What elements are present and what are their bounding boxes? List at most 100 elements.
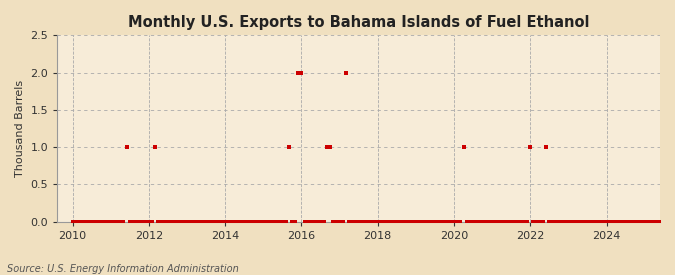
Point bbox=[617, 219, 628, 224]
Point bbox=[477, 219, 488, 224]
Point bbox=[585, 219, 596, 224]
Point bbox=[299, 219, 310, 224]
Point bbox=[280, 219, 291, 224]
Point bbox=[398, 219, 408, 224]
Point bbox=[261, 219, 272, 224]
Point bbox=[308, 219, 319, 224]
Point bbox=[321, 145, 332, 149]
Point bbox=[547, 219, 558, 224]
Point bbox=[375, 219, 386, 224]
Point bbox=[636, 219, 647, 224]
Point bbox=[102, 219, 113, 224]
Point bbox=[442, 219, 453, 224]
Point bbox=[385, 219, 396, 224]
Point bbox=[347, 219, 358, 224]
Point bbox=[604, 219, 615, 224]
Point bbox=[576, 219, 587, 224]
Point bbox=[146, 219, 157, 224]
Point bbox=[163, 219, 173, 224]
Point bbox=[531, 219, 542, 224]
Point bbox=[306, 219, 317, 224]
Point bbox=[566, 219, 577, 224]
Point bbox=[468, 219, 479, 224]
Point bbox=[362, 219, 373, 224]
Point bbox=[626, 219, 637, 224]
Point bbox=[464, 219, 475, 224]
Point bbox=[96, 219, 107, 224]
Point bbox=[446, 219, 456, 224]
Point bbox=[420, 219, 431, 224]
Point bbox=[271, 219, 281, 224]
Point bbox=[248, 219, 259, 224]
Point bbox=[509, 219, 520, 224]
Point bbox=[286, 219, 297, 224]
Point bbox=[388, 219, 399, 224]
Point bbox=[423, 219, 434, 224]
Point bbox=[350, 219, 361, 224]
Point bbox=[312, 219, 323, 224]
Point bbox=[293, 70, 304, 75]
Point bbox=[198, 219, 209, 224]
Point bbox=[220, 219, 231, 224]
Point bbox=[118, 219, 129, 224]
Point bbox=[267, 219, 278, 224]
Point bbox=[252, 219, 263, 224]
Point bbox=[633, 219, 644, 224]
Point bbox=[134, 219, 144, 224]
Point bbox=[254, 219, 265, 224]
Point bbox=[182, 219, 192, 224]
Point bbox=[560, 219, 570, 224]
Point bbox=[356, 219, 367, 224]
Point bbox=[550, 219, 561, 224]
Point bbox=[512, 219, 523, 224]
Point bbox=[188, 219, 198, 224]
Point bbox=[140, 219, 151, 224]
Point bbox=[373, 219, 383, 224]
Point bbox=[458, 145, 469, 149]
Point bbox=[92, 219, 103, 224]
Point bbox=[86, 219, 97, 224]
Point bbox=[452, 219, 462, 224]
Point bbox=[213, 219, 224, 224]
Point bbox=[176, 219, 186, 224]
Point bbox=[516, 219, 526, 224]
Point bbox=[207, 219, 218, 224]
Point bbox=[258, 219, 269, 224]
Point bbox=[245, 219, 256, 224]
Text: Source: U.S. Energy Information Administration: Source: U.S. Energy Information Administ… bbox=[7, 264, 238, 274]
Point bbox=[122, 145, 132, 149]
Point bbox=[353, 219, 364, 224]
Point bbox=[582, 219, 593, 224]
Point bbox=[369, 219, 380, 224]
Point bbox=[230, 219, 240, 224]
Point bbox=[338, 219, 348, 224]
Point bbox=[487, 219, 497, 224]
Point bbox=[427, 219, 437, 224]
Point bbox=[319, 219, 329, 224]
Point bbox=[166, 219, 177, 224]
Point bbox=[535, 219, 545, 224]
Point bbox=[643, 219, 653, 224]
Point bbox=[655, 219, 666, 224]
Point bbox=[68, 219, 78, 224]
Point bbox=[592, 219, 603, 224]
Point bbox=[236, 219, 246, 224]
Point bbox=[646, 219, 657, 224]
Point bbox=[544, 219, 555, 224]
Point bbox=[461, 219, 472, 224]
Point bbox=[156, 219, 167, 224]
Point bbox=[570, 219, 580, 224]
Point bbox=[455, 219, 466, 224]
Point bbox=[589, 219, 599, 224]
Point bbox=[137, 219, 148, 224]
Point bbox=[277, 219, 288, 224]
Point bbox=[360, 219, 371, 224]
Point bbox=[500, 219, 510, 224]
Point bbox=[579, 219, 590, 224]
Point bbox=[436, 219, 447, 224]
Point bbox=[124, 219, 135, 224]
Point bbox=[554, 219, 564, 224]
Point bbox=[99, 219, 110, 224]
Point bbox=[652, 219, 663, 224]
Point bbox=[284, 145, 294, 149]
